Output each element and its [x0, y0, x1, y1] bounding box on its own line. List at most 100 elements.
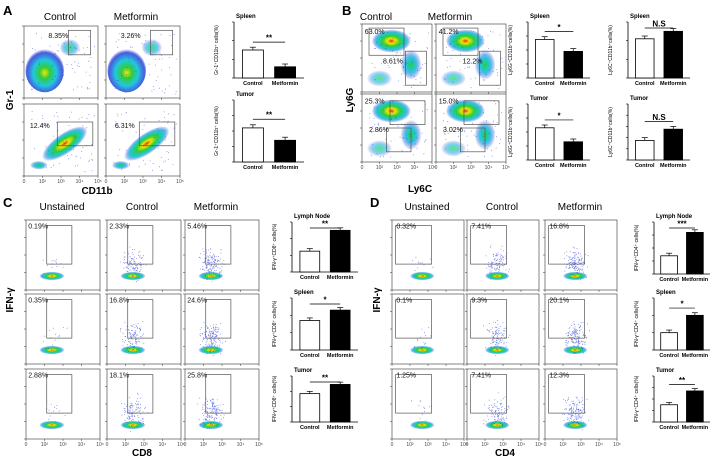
bar-metformin	[329, 229, 351, 273]
x-tick-label: 0	[544, 442, 547, 448]
category-label: Control	[300, 425, 320, 431]
bar-metformin	[563, 51, 583, 79]
x-tick-label: 0	[23, 179, 26, 185]
flow-d-r1-c2: 20.1%	[543, 293, 618, 366]
gate-percent-label: 2.86%	[369, 127, 389, 134]
gate-percent-label: 15.0%	[439, 99, 459, 106]
cell-population	[141, 38, 163, 57]
panel-a-col-control: Control	[44, 12, 76, 23]
gate-box	[548, 299, 585, 339]
gate-percent-label: 7.41%	[471, 372, 491, 379]
cell-population	[39, 420, 65, 430]
cell-population	[445, 29, 485, 53]
bar-control	[660, 332, 678, 351]
bar-control	[535, 127, 555, 161]
bar-charts: Spleen Gr-1⁺CD11b⁺ cells(%) Control Metform…	[214, 14, 710, 431]
flow-c-r0-c2: 5.46%	[183, 219, 260, 292]
bar-chart-d1: Lymph Node IFN-γ⁺CD4⁺ cells(%) Control Metf…	[634, 214, 710, 283]
gate-percent-label: 0.35%	[28, 297, 48, 304]
category-label: Metformin	[327, 425, 354, 431]
bar-chart-b2: Spleen Ly6C⁺CD11b⁺cells(%) Control Metformi…	[608, 14, 690, 87]
gate-box	[56, 121, 94, 147]
gate-box	[460, 127, 486, 153]
gate-percent-label: 25.3%	[365, 99, 385, 106]
x-tick-label: 10³	[59, 442, 67, 448]
category-label: Control	[300, 353, 320, 359]
x-tick-label: 10²	[450, 165, 458, 171]
flow-c-r0-c0: 0.19%	[24, 219, 101, 292]
plot-frame	[25, 293, 101, 365]
category-label: Control	[635, 163, 655, 169]
x-tick-label: 10³	[577, 442, 585, 448]
flow-a-tumor-metformin: 0 10² 10³ 10⁴ 10⁵ 6.31%	[104, 103, 184, 185]
cell-population	[111, 160, 130, 170]
bar-control	[299, 393, 321, 423]
flow-a-spleen-metformin: 3.26%	[104, 25, 181, 100]
bar-metformin	[563, 141, 583, 161]
x-tick-label: 10⁵	[502, 165, 510, 171]
cell-population	[485, 345, 510, 355]
scatter-events	[483, 392, 510, 427]
x-tick-label: 10⁴	[159, 442, 167, 448]
gate-box	[46, 225, 73, 265]
bar-control	[635, 139, 655, 161]
x-tick-label: 0	[361, 165, 364, 171]
significance-mark: *	[557, 111, 561, 120]
gate-percent-label: 25.8%	[187, 372, 207, 379]
gate-percent-label: 3.26%	[121, 33, 141, 40]
category-label: Control	[659, 277, 679, 283]
gate-percent-label: 0.32%	[396, 223, 416, 230]
x-tick-label: 10⁵	[428, 165, 436, 171]
cell-population	[42, 126, 88, 161]
category-label: Metformin	[327, 353, 354, 359]
chart-ylabel: IFN-γ⁺CD8⁺ cells(%)	[272, 223, 278, 270]
gate-percent-label: 16.8%	[109, 297, 129, 304]
scatter-events	[120, 321, 145, 353]
x-tick-label: 10²	[41, 442, 49, 448]
panel-c-col-control: Control	[126, 202, 158, 213]
bar-metformin	[686, 314, 704, 351]
flow-a-tumor-control: 0 10² 10³ 10⁴ 10⁵ 12.4%	[22, 103, 102, 185]
panel-c-xlabel: CD8	[132, 448, 152, 459]
gate-box	[395, 374, 432, 414]
chart-ylabel: Gr-1⁺CD11b⁺ cells(%)	[214, 106, 220, 156]
chart-title: Tumor	[656, 368, 675, 374]
gate-box	[205, 374, 232, 414]
panel-c-ylabel: IFN-γ	[5, 287, 16, 312]
chart-title: Spleen	[530, 14, 550, 20]
significance-mark: **	[322, 374, 329, 383]
panel-label-a: A	[3, 3, 13, 18]
bar-chart-c3: Tumor IFN-γ⁺CD8⁺ cells(%) Control Metformin…	[272, 368, 358, 431]
category-label: Metformin	[272, 81, 299, 87]
panel-c-col-metformin: Metformin	[194, 202, 238, 213]
x-tick-label: 0	[435, 165, 438, 171]
significance-mark: **	[266, 111, 273, 120]
bar-chart-d2: Spleen IFN-γ⁺CD4⁺ cells(%) Control Metformi…	[634, 290, 710, 359]
category-label: Metformin	[560, 163, 587, 169]
bar-control	[535, 39, 555, 79]
panel-label-b: B	[342, 3, 351, 18]
bar-metformin	[663, 128, 683, 161]
cell-population	[39, 345, 65, 355]
gate-percent-label: 8.61%	[383, 58, 403, 65]
x-tick-label: 0	[391, 442, 394, 448]
bar-chart-b4: Tumor Ly6C⁺CD11b⁺cells(%) Control Metformin…	[608, 96, 690, 169]
category-label: Metformin	[682, 353, 709, 359]
flow-c-r2-c0: 0 10² 10³ 10⁴ 10⁵ 2.88%	[24, 368, 104, 448]
gate-percent-label: 1.25%	[396, 372, 416, 379]
cell-population	[198, 420, 224, 430]
bar-metformin	[274, 66, 297, 79]
category-label: Metformin	[327, 275, 354, 281]
x-tick-label: 0	[184, 442, 187, 448]
gate-box	[368, 27, 405, 56]
x-tick-label: 10⁴	[485, 165, 493, 171]
chart-ylabel: IFN-γ⁺CD8⁺ cells(%)	[272, 300, 278, 347]
gate-percent-label: 9.3%	[471, 297, 487, 304]
scatter-events	[443, 30, 504, 89]
gate-box	[470, 225, 507, 265]
flow-b-spleen-metformin: 41.2% 12.2%	[434, 23, 507, 94]
scatter-events	[411, 400, 432, 425]
scatter-events	[564, 321, 590, 354]
panel-d-xlabel: CD4	[495, 448, 515, 459]
cell-population	[366, 140, 393, 157]
